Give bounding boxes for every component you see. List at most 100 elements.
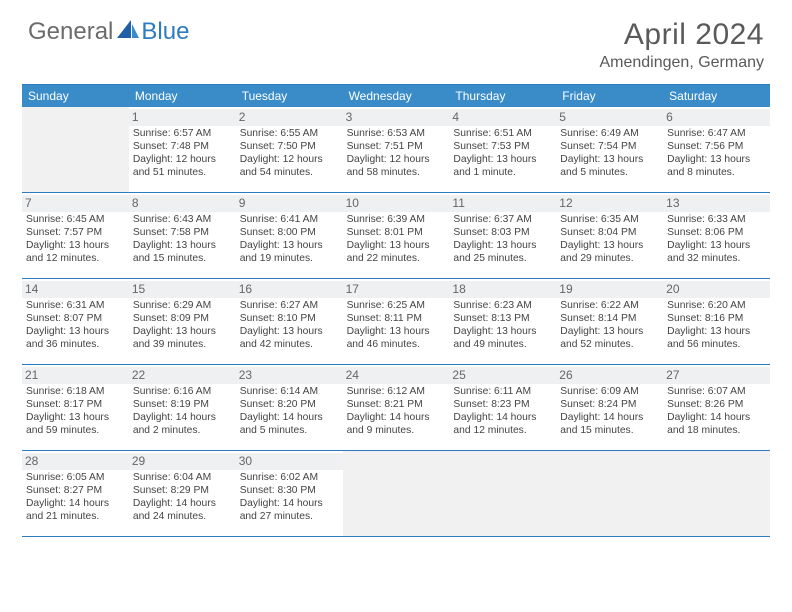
sunrise-text: Sunrise: 6:04 AM (133, 472, 232, 485)
day-number: 16 (236, 281, 343, 298)
daylight-text: Daylight: 14 hours and 18 minutes. (667, 412, 766, 438)
day-cell: 23Sunrise: 6:14 AMSunset: 8:20 PMDayligh… (236, 365, 343, 451)
column-header: Sunday (22, 85, 129, 107)
daylight-text: Daylight: 14 hours and 24 minutes. (133, 498, 232, 524)
sunset-text: Sunset: 8:16 PM (667, 313, 766, 326)
column-header: Wednesday (343, 85, 450, 107)
sunrise-text: Sunrise: 6:02 AM (240, 472, 339, 485)
sunrise-text: Sunrise: 6:09 AM (560, 386, 659, 399)
day-cell: 13 Sunrise: 6:33 AMSunset: 8:06 PMDayligh… (663, 193, 770, 279)
daylight-text: Daylight: 13 hours and 8 minutes. (667, 154, 766, 180)
logo-text-blue: Blue (141, 18, 189, 46)
day-number: 6 (663, 109, 770, 126)
sunset-text: Sunset: 7:53 PM (453, 141, 552, 154)
day-number: 9 (236, 195, 343, 212)
day-number: 29 (129, 453, 236, 470)
daylight-text: Daylight: 12 hours and 51 minutes. (133, 154, 232, 180)
logo-text-general: General (28, 18, 113, 46)
daylight-text: Daylight: 14 hours and 9 minutes. (347, 412, 446, 438)
daylight-text: Daylight: 13 hours and 1 minute. (453, 154, 552, 180)
day-cell: 28Sunrise: 6:05 AMSunset: 8:27 PMDayligh… (22, 451, 129, 537)
sunrise-text: Sunrise: 6:39 AM (347, 214, 446, 227)
sunrise-text: Sunrise: 6:07 AM (667, 386, 766, 399)
daylight-text: Daylight: 13 hours and 49 minutes. (453, 326, 552, 352)
day-number: 14 (22, 281, 129, 298)
day-number: 5 (556, 109, 663, 126)
sunrise-text: Sunrise: 6:27 AM (240, 300, 339, 313)
sunset-text: Sunset: 8:27 PM (26, 485, 125, 498)
day-number: 19 (556, 281, 663, 298)
sunset-text: Sunset: 8:00 PM (240, 227, 339, 240)
day-number: 17 (343, 281, 450, 298)
sunset-text: Sunset: 8:26 PM (667, 399, 766, 412)
column-header: Friday (556, 85, 663, 107)
day-number: 28 (22, 453, 129, 470)
day-number: 12 (556, 195, 663, 212)
sunrise-text: Sunrise: 6:37 AM (453, 214, 552, 227)
day-cell: 10Sunrise: 6:39 AMSunset: 8:01 PMDayligh… (343, 193, 450, 279)
column-header: Saturday (663, 85, 770, 107)
blank-cell (343, 451, 450, 537)
sunset-text: Sunset: 8:09 PM (133, 313, 232, 326)
day-cell: 1Sunrise: 6:57 AMSunset: 7:48 PMDaylight… (129, 107, 236, 193)
daylight-text: Daylight: 13 hours and 22 minutes. (347, 240, 446, 266)
sunrise-text: Sunrise: 6:57 AM (133, 128, 232, 141)
sunrise-text: Sunrise: 6:35 AM (560, 214, 659, 227)
daylight-text: Daylight: 14 hours and 12 minutes. (453, 412, 552, 438)
daylight-text: Daylight: 13 hours and 15 minutes. (133, 240, 232, 266)
daylight-text: Daylight: 13 hours and 32 minutes. (667, 240, 766, 266)
sunset-text: Sunset: 7:58 PM (133, 227, 232, 240)
column-header: Tuesday (236, 85, 343, 107)
day-number: 26 (556, 367, 663, 384)
sunrise-text: Sunrise: 6:31 AM (26, 300, 125, 313)
sunset-text: Sunset: 7:50 PM (240, 141, 339, 154)
day-cell: 5Sunrise: 6:49 AMSunset: 7:54 PMDaylight… (556, 107, 663, 193)
day-number: 20 (663, 281, 770, 298)
day-cell: 22Sunrise: 6:16 AMSunset: 8:19 PMDayligh… (129, 365, 236, 451)
day-cell: 2Sunrise: 6:55 AMSunset: 7:50 PMDaylight… (236, 107, 343, 193)
day-number: 13 (663, 195, 770, 212)
sunrise-text: Sunrise: 6:41 AM (240, 214, 339, 227)
day-number: 25 (449, 367, 556, 384)
daylight-text: Daylight: 13 hours and 12 minutes. (26, 240, 125, 266)
daylight-text: Daylight: 12 hours and 54 minutes. (240, 154, 339, 180)
sunset-text: Sunset: 7:56 PM (667, 141, 766, 154)
sunset-text: Sunset: 8:20 PM (240, 399, 339, 412)
sunset-text: Sunset: 8:21 PM (347, 399, 446, 412)
sunrise-text: Sunrise: 6:20 AM (667, 300, 766, 313)
sunrise-text: Sunrise: 6:11 AM (453, 386, 552, 399)
day-number: 2 (236, 109, 343, 126)
sunset-text: Sunset: 8:10 PM (240, 313, 339, 326)
daylight-text: Daylight: 13 hours and 56 minutes. (667, 326, 766, 352)
day-cell: 19Sunrise: 6:22 AMSunset: 8:14 PMDayligh… (556, 279, 663, 365)
sunrise-text: Sunrise: 6:51 AM (453, 128, 552, 141)
daylight-text: Daylight: 14 hours and 2 minutes. (133, 412, 232, 438)
daylight-text: Daylight: 13 hours and 59 minutes. (26, 412, 125, 438)
sunrise-text: Sunrise: 6:53 AM (347, 128, 446, 141)
sunset-text: Sunset: 8:07 PM (26, 313, 125, 326)
blank-cell (22, 107, 129, 193)
sunrise-text: Sunrise: 6:49 AM (560, 128, 659, 141)
daylight-text: Daylight: 13 hours and 25 minutes. (453, 240, 552, 266)
sunset-text: Sunset: 8:01 PM (347, 227, 446, 240)
day-cell: 8Sunrise: 6:43 AMSunset: 7:58 PMDaylight… (129, 193, 236, 279)
sunset-text: Sunset: 8:03 PM (453, 227, 552, 240)
day-cell: 21Sunrise: 6:18 AMSunset: 8:17 PMDayligh… (22, 365, 129, 451)
sunset-text: Sunset: 8:06 PM (667, 227, 766, 240)
sunset-text: Sunset: 8:17 PM (26, 399, 125, 412)
sunset-text: Sunset: 8:30 PM (240, 485, 339, 498)
daylight-text: Daylight: 14 hours and 15 minutes. (560, 412, 659, 438)
logo-sail-icon (117, 20, 139, 45)
sunset-text: Sunset: 8:19 PM (133, 399, 232, 412)
blank-cell (556, 451, 663, 537)
sunrise-text: Sunrise: 6:47 AM (667, 128, 766, 141)
sunrise-text: Sunrise: 6:14 AM (240, 386, 339, 399)
sunrise-text: Sunrise: 6:33 AM (667, 214, 766, 227)
day-cell: 25Sunrise: 6:11 AMSunset: 8:23 PMDayligh… (449, 365, 556, 451)
sunset-text: Sunset: 7:57 PM (26, 227, 125, 240)
sunset-text: Sunset: 8:13 PM (453, 313, 552, 326)
sunset-text: Sunset: 8:04 PM (560, 227, 659, 240)
daylight-text: Daylight: 13 hours and 39 minutes. (133, 326, 232, 352)
calendar-grid: SundayMondayTuesdayWednesdayThursdayFrid… (22, 84, 770, 537)
day-number: 11 (449, 195, 556, 212)
